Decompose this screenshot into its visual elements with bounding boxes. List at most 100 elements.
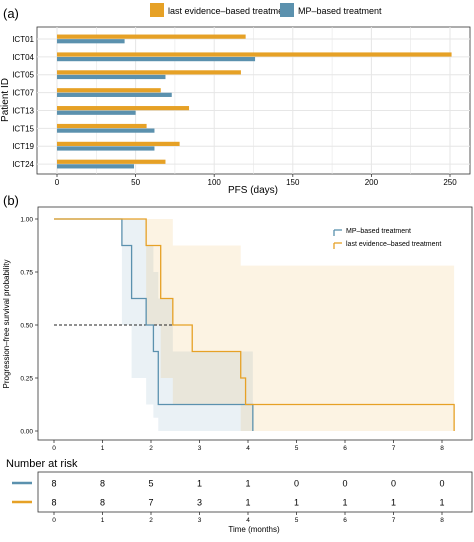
- risk-count: 0: [391, 479, 396, 489]
- risk-count: 0: [439, 479, 444, 489]
- km-confidence-bands: [121, 219, 455, 431]
- risk-count: 3: [197, 498, 202, 508]
- risk-x-tick-label: 8: [440, 517, 444, 524]
- risk-count: 8: [51, 498, 56, 508]
- risk-table-rows: 8 8 5 1 1 0 0 0 0 8 8 7 3 1 1 1 1 1: [12, 479, 445, 508]
- bar-last-ict24: [57, 159, 166, 164]
- risk-count: 7: [148, 498, 153, 508]
- risk-table-title: Number at risk: [6, 458, 78, 470]
- bar-legend: last evidence–based treatment MP–based t…: [150, 3, 382, 17]
- km-x-tick-labels: 0 1 2 3 4 5 6 7 8: [52, 440, 444, 452]
- km-y-tick-label: 0.25: [20, 376, 33, 383]
- bar-x-tick-labels: 0 50 100 150 200 250: [55, 174, 457, 187]
- km-y-tick-label: 0.00: [20, 429, 33, 436]
- risk-table-frame: [37, 471, 473, 513]
- km-curve-last: [54, 218, 455, 431]
- bar-marks: [57, 34, 452, 169]
- risk-count: 1: [391, 498, 396, 508]
- risk-x-tick-label: 0: [52, 517, 56, 524]
- km-x-tick-label: 5: [295, 445, 299, 452]
- bar-x-tick-label: 0: [55, 178, 60, 187]
- bar-x-tick-label: 150: [286, 178, 300, 187]
- km-plot-area: [37, 206, 473, 441]
- km-y-tick-labels: 0.00 0.25 0.50 0.75 1.00: [20, 217, 38, 436]
- km-curves: [54, 218, 455, 431]
- bar-y-tick-label: ICT15: [12, 124, 34, 133]
- risk-count: 8: [100, 498, 105, 508]
- bar-mp-ict19: [57, 146, 155, 151]
- risk-count: 8: [100, 479, 105, 489]
- km-x-tick-label: 4: [246, 445, 250, 452]
- km-ci-band-last: [146, 219, 455, 431]
- risk-count: 0: [342, 479, 347, 489]
- bar-y-tick-label: ICT04: [12, 53, 34, 62]
- risk-count: 0: [294, 479, 299, 489]
- bar-last-ict05: [57, 70, 241, 75]
- risk-count: 1: [245, 479, 250, 489]
- bar-last-ict13: [57, 106, 190, 111]
- risk-count: 1: [439, 498, 444, 508]
- risk-x-tick-label: 6: [343, 517, 347, 524]
- risk-count: 1: [294, 498, 299, 508]
- bar-y-tick-label: ICT13: [12, 106, 34, 115]
- bar-x-tick-label: 250: [443, 178, 457, 187]
- km-ci-band-mp: [121, 219, 253, 431]
- bar-y-tick-label: ICT19: [12, 142, 34, 151]
- bar-mp-ict01: [57, 39, 125, 44]
- bar-last-ict01: [57, 34, 246, 39]
- km-y-tick-label: 0.75: [20, 270, 33, 277]
- panel-a: (a) last evidence–based treatment MP–bas…: [0, 3, 471, 196]
- panel-b-label: (b): [3, 193, 19, 208]
- panel-b: (b) 0.00 0.25 0.50 0.75 1.00 0 1 2 3 4 5 6 7 8 Progr…: [2, 193, 473, 534]
- km-curve-mp: [54, 218, 254, 431]
- risk-table-x-tick-labels: 0 1 2 3 4 5 6 7 8: [52, 512, 444, 524]
- risk-x-tick-label: 2: [149, 517, 153, 524]
- bar-mp-ict04: [57, 57, 256, 62]
- bar-mp-ict13: [57, 110, 136, 115]
- risk-x-tick-label: 5: [295, 517, 299, 524]
- bar-x-axis-label: PFS (days): [228, 185, 278, 196]
- km-y-tick-label: 0.50: [20, 323, 33, 330]
- bar-x-tick-label: 100: [208, 178, 222, 187]
- km-x-tick-label: 0: [52, 445, 56, 452]
- bar-mp-ict15: [57, 128, 155, 133]
- km-y-tick-label: 1.00: [20, 217, 33, 224]
- bar-mp-ict05: [57, 74, 166, 80]
- bar-x-tick-label: 200: [365, 178, 379, 187]
- bar-y-tick-label: ICT07: [12, 89, 34, 98]
- km-x-axis-label: Time (months): [228, 525, 280, 534]
- km-x-tick-label: 8: [440, 445, 444, 452]
- risk-x-tick-label: 7: [392, 517, 396, 524]
- legend-label-mp: MP–based treatment: [298, 6, 382, 16]
- bar-last-ict07: [57, 88, 161, 93]
- bar-y-axis-label: Patient ID: [0, 78, 11, 122]
- bar-y-tick-labels: ICT01 ICT04 ICT05 ICT07 ICT13 ICT15 ICT19 ICT24: [12, 35, 34, 169]
- km-legend-label-mp: MP–based treatment: [346, 228, 411, 235]
- bar-last-ict04: [57, 52, 452, 57]
- risk-count: 1: [342, 498, 347, 508]
- bar-y-tick-label: ICT24: [12, 160, 34, 169]
- km-legend-label-last: last evidence–based treatment: [346, 241, 441, 248]
- bar-last-ict15: [57, 123, 147, 129]
- risk-x-tick-label: 4: [246, 517, 250, 524]
- bar-x-tick-label: 50: [131, 178, 140, 187]
- legend-label-last: last evidence–based treatment: [168, 6, 291, 16]
- km-x-tick-label: 3: [198, 445, 202, 452]
- risk-x-tick-label: 3: [198, 517, 202, 524]
- bar-y-tick-label: ICT05: [12, 71, 34, 80]
- km-legend: MP–based treatment last evidence–based t…: [333, 228, 441, 249]
- risk-count: 1: [197, 479, 202, 489]
- legend-swatch-last: [150, 3, 164, 17]
- bar-mp-ict24: [57, 164, 135, 169]
- risk-x-tick-label: 1: [101, 517, 105, 524]
- legend-swatch-mp: [280, 3, 294, 17]
- risk-count: 5: [148, 479, 153, 489]
- risk-count: 8: [51, 479, 56, 489]
- km-x-tick-label: 7: [392, 445, 396, 452]
- bar-mp-ict07: [57, 92, 172, 97]
- bar-last-ict19: [57, 141, 180, 146]
- panel-a-label: (a): [3, 6, 19, 21]
- bar-y-tick-label: ICT01: [12, 35, 34, 44]
